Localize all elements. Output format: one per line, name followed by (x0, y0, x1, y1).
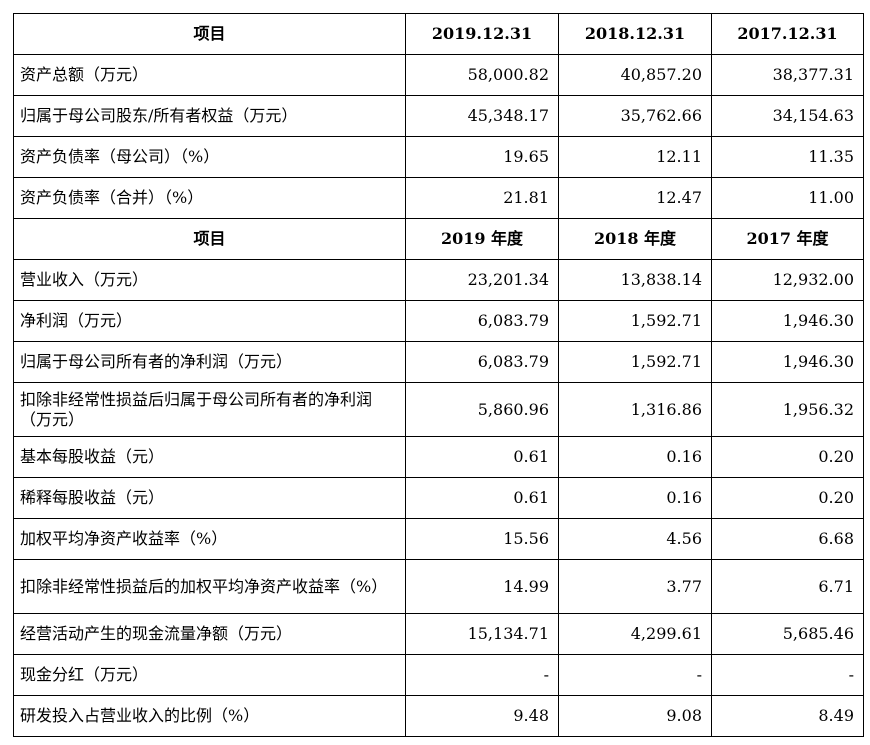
value-2019: 45,348.17 (405, 95, 559, 137)
value-2019: - (405, 654, 559, 696)
value-2019: 6,083.79 (405, 300, 559, 342)
value-2017: 1,946.30 (711, 300, 864, 342)
table-row: 研发投入占营业收入的比例（%） 9.48 9.08 8.49 (13, 695, 864, 737)
value-2019: 9.48 (405, 695, 559, 737)
header-row-balance: 项目 2019.12.31 2018.12.31 2017.12.31 (13, 13, 864, 55)
value-2017: 6.71 (711, 559, 864, 614)
table-row: 资产负债率（母公司）（%） 19.65 12.11 11.35 (13, 136, 864, 178)
value-2017: 11.00 (711, 177, 864, 219)
table-row: 基本每股收益（元） 0.61 0.16 0.20 (13, 436, 864, 478)
value-2017: 38,377.31 (711, 54, 864, 96)
header-cell-item: 项目 (13, 13, 406, 55)
row-label: 稀释每股收益（元） (13, 477, 406, 519)
row-label: 资产负债率（母公司）（%） (13, 136, 406, 178)
value-2017: 1,956.32 (711, 382, 864, 437)
value-2018: 1,316.86 (558, 382, 712, 437)
table-row: 资产总额（万元） 58,000.82 40,857.20 38,377.31 (13, 54, 864, 96)
value-2018: 0.16 (558, 477, 712, 519)
header-cell-2019: 2019.12.31 (405, 13, 559, 55)
row-label: 归属于母公司所有者的净利润（万元） (13, 341, 406, 383)
value-2018: 0.16 (558, 436, 712, 478)
value-2018: 4,299.61 (558, 613, 712, 655)
table-row: 归属于母公司所有者的净利润（万元） 6,083.79 1,592.71 1,94… (13, 341, 864, 383)
header-cell-2019: 2019 年度 (405, 218, 559, 260)
value-2019: 5,860.96 (405, 382, 559, 437)
value-2018: 4.56 (558, 518, 712, 560)
value-2019: 58,000.82 (405, 54, 559, 96)
value-2018: 1,592.71 (558, 341, 712, 383)
value-2018: 12.47 (558, 177, 712, 219)
value-2017: 12,932.00 (711, 259, 864, 301)
table-row: 营业收入（万元） 23,201.34 13,838.14 12,932.00 (13, 259, 864, 301)
value-2017: 6.68 (711, 518, 864, 560)
row-label: 加权平均净资产收益率（%） (13, 518, 406, 560)
value-2018: - (558, 654, 712, 696)
value-2019: 21.81 (405, 177, 559, 219)
value-2017: 5,685.46 (711, 613, 864, 655)
value-2017: 11.35 (711, 136, 864, 178)
value-2019: 0.61 (405, 436, 559, 478)
header-cell-item: 项目 (13, 218, 406, 260)
value-2019: 6,083.79 (405, 341, 559, 383)
value-2017: 34,154.63 (711, 95, 864, 137)
value-2018: 13,838.14 (558, 259, 712, 301)
header-cell-2018: 2018.12.31 (558, 13, 712, 55)
row-label: 营业收入（万元） (13, 259, 406, 301)
table-row: 净利润（万元） 6,083.79 1,592.71 1,946.30 (13, 300, 864, 342)
value-2018: 1,592.71 (558, 300, 712, 342)
value-2018: 12.11 (558, 136, 712, 178)
table-row: 归属于母公司股东/所有者权益（万元） 45,348.17 35,762.66 3… (13, 95, 864, 137)
row-label: 经营活动产生的现金流量净额（万元） (13, 613, 406, 655)
table-row: 扣除非经常性损益后的加权平均净资产收益率（%） 14.99 3.77 6.71 (13, 559, 864, 614)
financial-summary-table: 项目 2019.12.31 2018.12.31 2017.12.31 资产总额… (13, 13, 864, 737)
row-label: 研发投入占营业收入的比例（%） (13, 695, 406, 737)
table-row: 扣除非经常性损益后归属于母公司所有者的净利润（万元） 5,860.96 1,31… (13, 382, 864, 437)
header-row-income: 项目 2019 年度 2018 年度 2017 年度 (13, 218, 864, 260)
value-2018: 9.08 (558, 695, 712, 737)
row-label: 归属于母公司股东/所有者权益（万元） (13, 95, 406, 137)
row-label: 基本每股收益（元） (13, 436, 406, 478)
value-2017: 0.20 (711, 477, 864, 519)
table-row: 现金分红（万元） - - - (13, 654, 864, 696)
value-2017: 0.20 (711, 436, 864, 478)
header-cell-2017: 2017.12.31 (711, 13, 864, 55)
row-label: 资产负债率（合并）（%） (13, 177, 406, 219)
row-label: 现金分红（万元） (13, 654, 406, 696)
value-2019: 19.65 (405, 136, 559, 178)
value-2018: 40,857.20 (558, 54, 712, 96)
table-row: 资产负债率（合并）（%） 21.81 12.47 11.00 (13, 177, 864, 219)
row-label: 扣除非经常性损益后归属于母公司所有者的净利润（万元） (13, 382, 406, 437)
value-2019: 23,201.34 (405, 259, 559, 301)
value-2018: 35,762.66 (558, 95, 712, 137)
value-2019: 0.61 (405, 477, 559, 519)
header-cell-2017: 2017 年度 (711, 218, 864, 260)
table-row: 加权平均净资产收益率（%） 15.56 4.56 6.68 (13, 518, 864, 560)
row-label: 净利润（万元） (13, 300, 406, 342)
header-cell-2018: 2018 年度 (558, 218, 712, 260)
value-2019: 15,134.71 (405, 613, 559, 655)
value-2018: 3.77 (558, 559, 712, 614)
table-row: 经营活动产生的现金流量净额（万元） 15,134.71 4,299.61 5,6… (13, 613, 864, 655)
value-2019: 15.56 (405, 518, 559, 560)
value-2019: 14.99 (405, 559, 559, 614)
row-label: 资产总额（万元） (13, 54, 406, 96)
value-2017: 8.49 (711, 695, 864, 737)
value-2017: 1,946.30 (711, 341, 864, 383)
row-label: 扣除非经常性损益后的加权平均净资产收益率（%） (13, 559, 406, 614)
value-2017: - (711, 654, 864, 696)
table-row: 稀释每股收益（元） 0.61 0.16 0.20 (13, 477, 864, 519)
